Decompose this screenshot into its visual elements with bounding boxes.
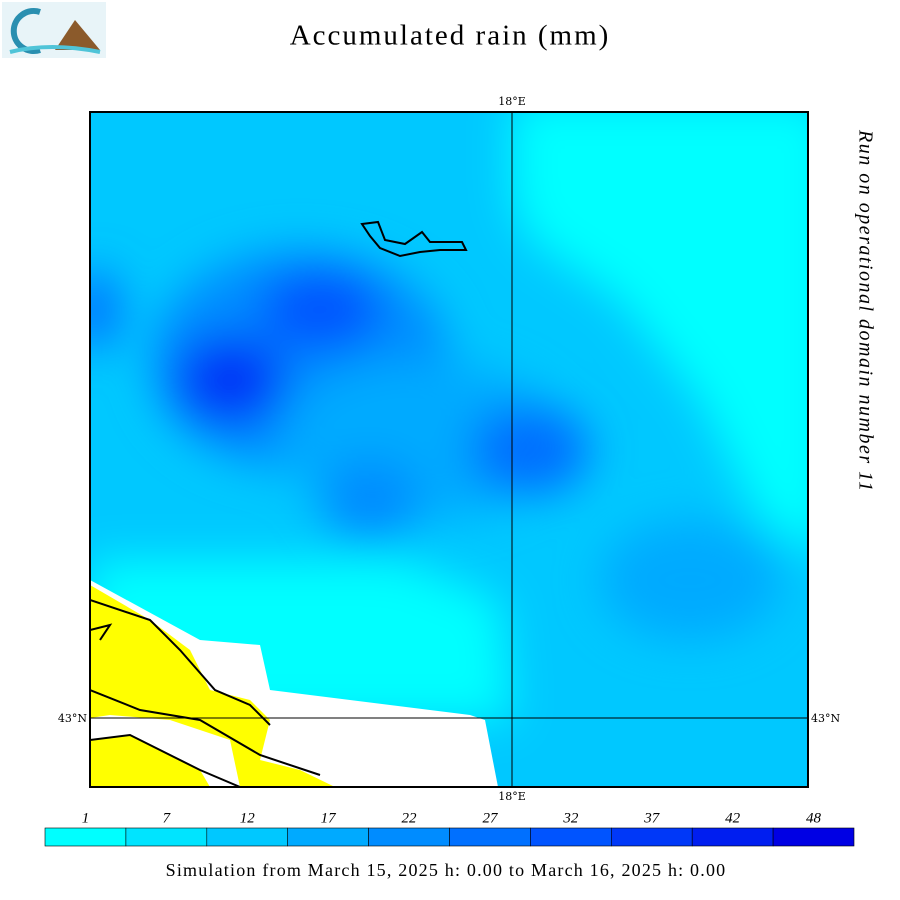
lat-label: 43°N — [811, 712, 840, 725]
lon-label: 18°E — [498, 95, 526, 108]
legend-swatch — [125, 827, 208, 847]
legend-label: 17 — [321, 810, 338, 826]
legend-swatch — [368, 827, 450, 847]
logo — [2, 2, 106, 58]
legend-swatch — [449, 827, 531, 847]
lon-label: 18°E — [498, 790, 526, 803]
legend-swatch — [287, 827, 369, 847]
legend-label: 22 — [402, 810, 418, 826]
footer: Simulation from March 15, 2025 h: 0.00 t… — [166, 860, 727, 880]
map-frame — [89, 111, 809, 788]
legend-label: 37 — [643, 810, 661, 826]
legend-label: 1 — [82, 810, 90, 826]
legend-label: 48 — [806, 810, 822, 826]
legend-swatch — [206, 827, 289, 847]
legend-label: 12 — [240, 810, 256, 826]
legend-swatch — [610, 827, 693, 847]
side-note: Run on operational domain number 11 — [854, 129, 876, 493]
lat-label: 43°N — [58, 712, 87, 725]
legend-label: 27 — [482, 810, 499, 826]
legend-label: 42 — [725, 810, 741, 826]
legend-swatch — [772, 827, 855, 847]
rain-field — [90, 112, 808, 787]
legend: 1 7 12 17 22 27 32 37 42 48 — [44, 810, 855, 847]
legend-label: 32 — [562, 810, 579, 826]
legend-label: 7 — [163, 810, 172, 826]
legend-swatch — [691, 827, 774, 847]
legend-swatch — [530, 827, 612, 847]
title: Accumulated rain (mm) — [290, 20, 611, 52]
legend-swatch — [44, 827, 127, 847]
